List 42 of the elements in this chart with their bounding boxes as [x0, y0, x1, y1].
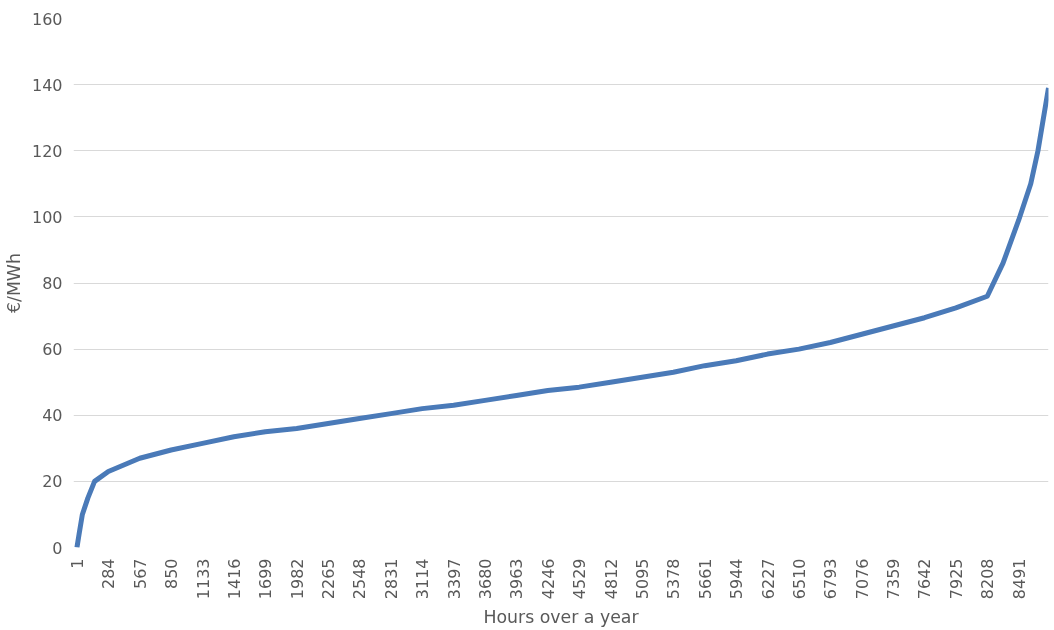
x-tick-label: 5095 — [632, 558, 652, 600]
x-tick-label: 1982 — [287, 558, 307, 600]
x-axis-title: Hours over a year — [483, 607, 640, 628]
x-tick-label: 4812 — [601, 558, 621, 600]
x-tick-label: 5661 — [695, 558, 715, 600]
x-tick-label: 1416 — [224, 558, 244, 600]
x-tick-label: 5378 — [664, 558, 684, 600]
x-tick-label: 3114 — [413, 558, 433, 600]
x-tick-label: 6227 — [758, 558, 778, 600]
y-tick-label: 60 — [42, 340, 63, 360]
y-tick-label: 160 — [31, 9, 63, 29]
y-axis-title: €/MWh — [3, 253, 24, 313]
x-tick-label: 2831 — [381, 558, 401, 600]
x-tick-label: 3397 — [444, 558, 464, 600]
y-tick-label: 80 — [42, 274, 63, 293]
x-tick-label: 284 — [99, 558, 119, 590]
x-tick-label: 2548 — [350, 558, 370, 600]
x-tick-label: 8491 — [1009, 558, 1029, 600]
y-tick-label: 120 — [31, 141, 63, 161]
x-tick-label: 1133 — [193, 558, 213, 600]
x-tick-label: 7642 — [915, 558, 935, 600]
x-tick-label: 7076 — [852, 558, 872, 600]
x-tick-label: 3680 — [476, 558, 496, 600]
x-tick-label: 8208 — [978, 558, 998, 600]
y-tick-label: 20 — [42, 472, 63, 492]
x-tick-label: 3963 — [507, 558, 527, 600]
x-tick-label: 7359 — [884, 558, 904, 600]
y-tick-label: 40 — [42, 406, 63, 426]
x-tick-label: 850 — [162, 558, 182, 590]
y-tick-label: 0 — [52, 538, 63, 558]
x-tick-label: 2265 — [319, 558, 339, 600]
x-tick-label: 1699 — [256, 558, 276, 600]
y-tick-label: 140 — [31, 75, 63, 95]
x-tick-label: 4529 — [570, 558, 590, 600]
y-tick-label: 100 — [31, 207, 63, 227]
x-tick-label: 1 — [67, 558, 87, 569]
x-tick-label: 6510 — [789, 558, 809, 600]
x-tick-label: 7925 — [946, 558, 966, 600]
x-tick-label: 567 — [130, 558, 150, 590]
x-tick-label: 4246 — [538, 558, 558, 600]
x-tick-label: 5944 — [727, 558, 747, 600]
x-tick-label: 6793 — [821, 558, 841, 600]
